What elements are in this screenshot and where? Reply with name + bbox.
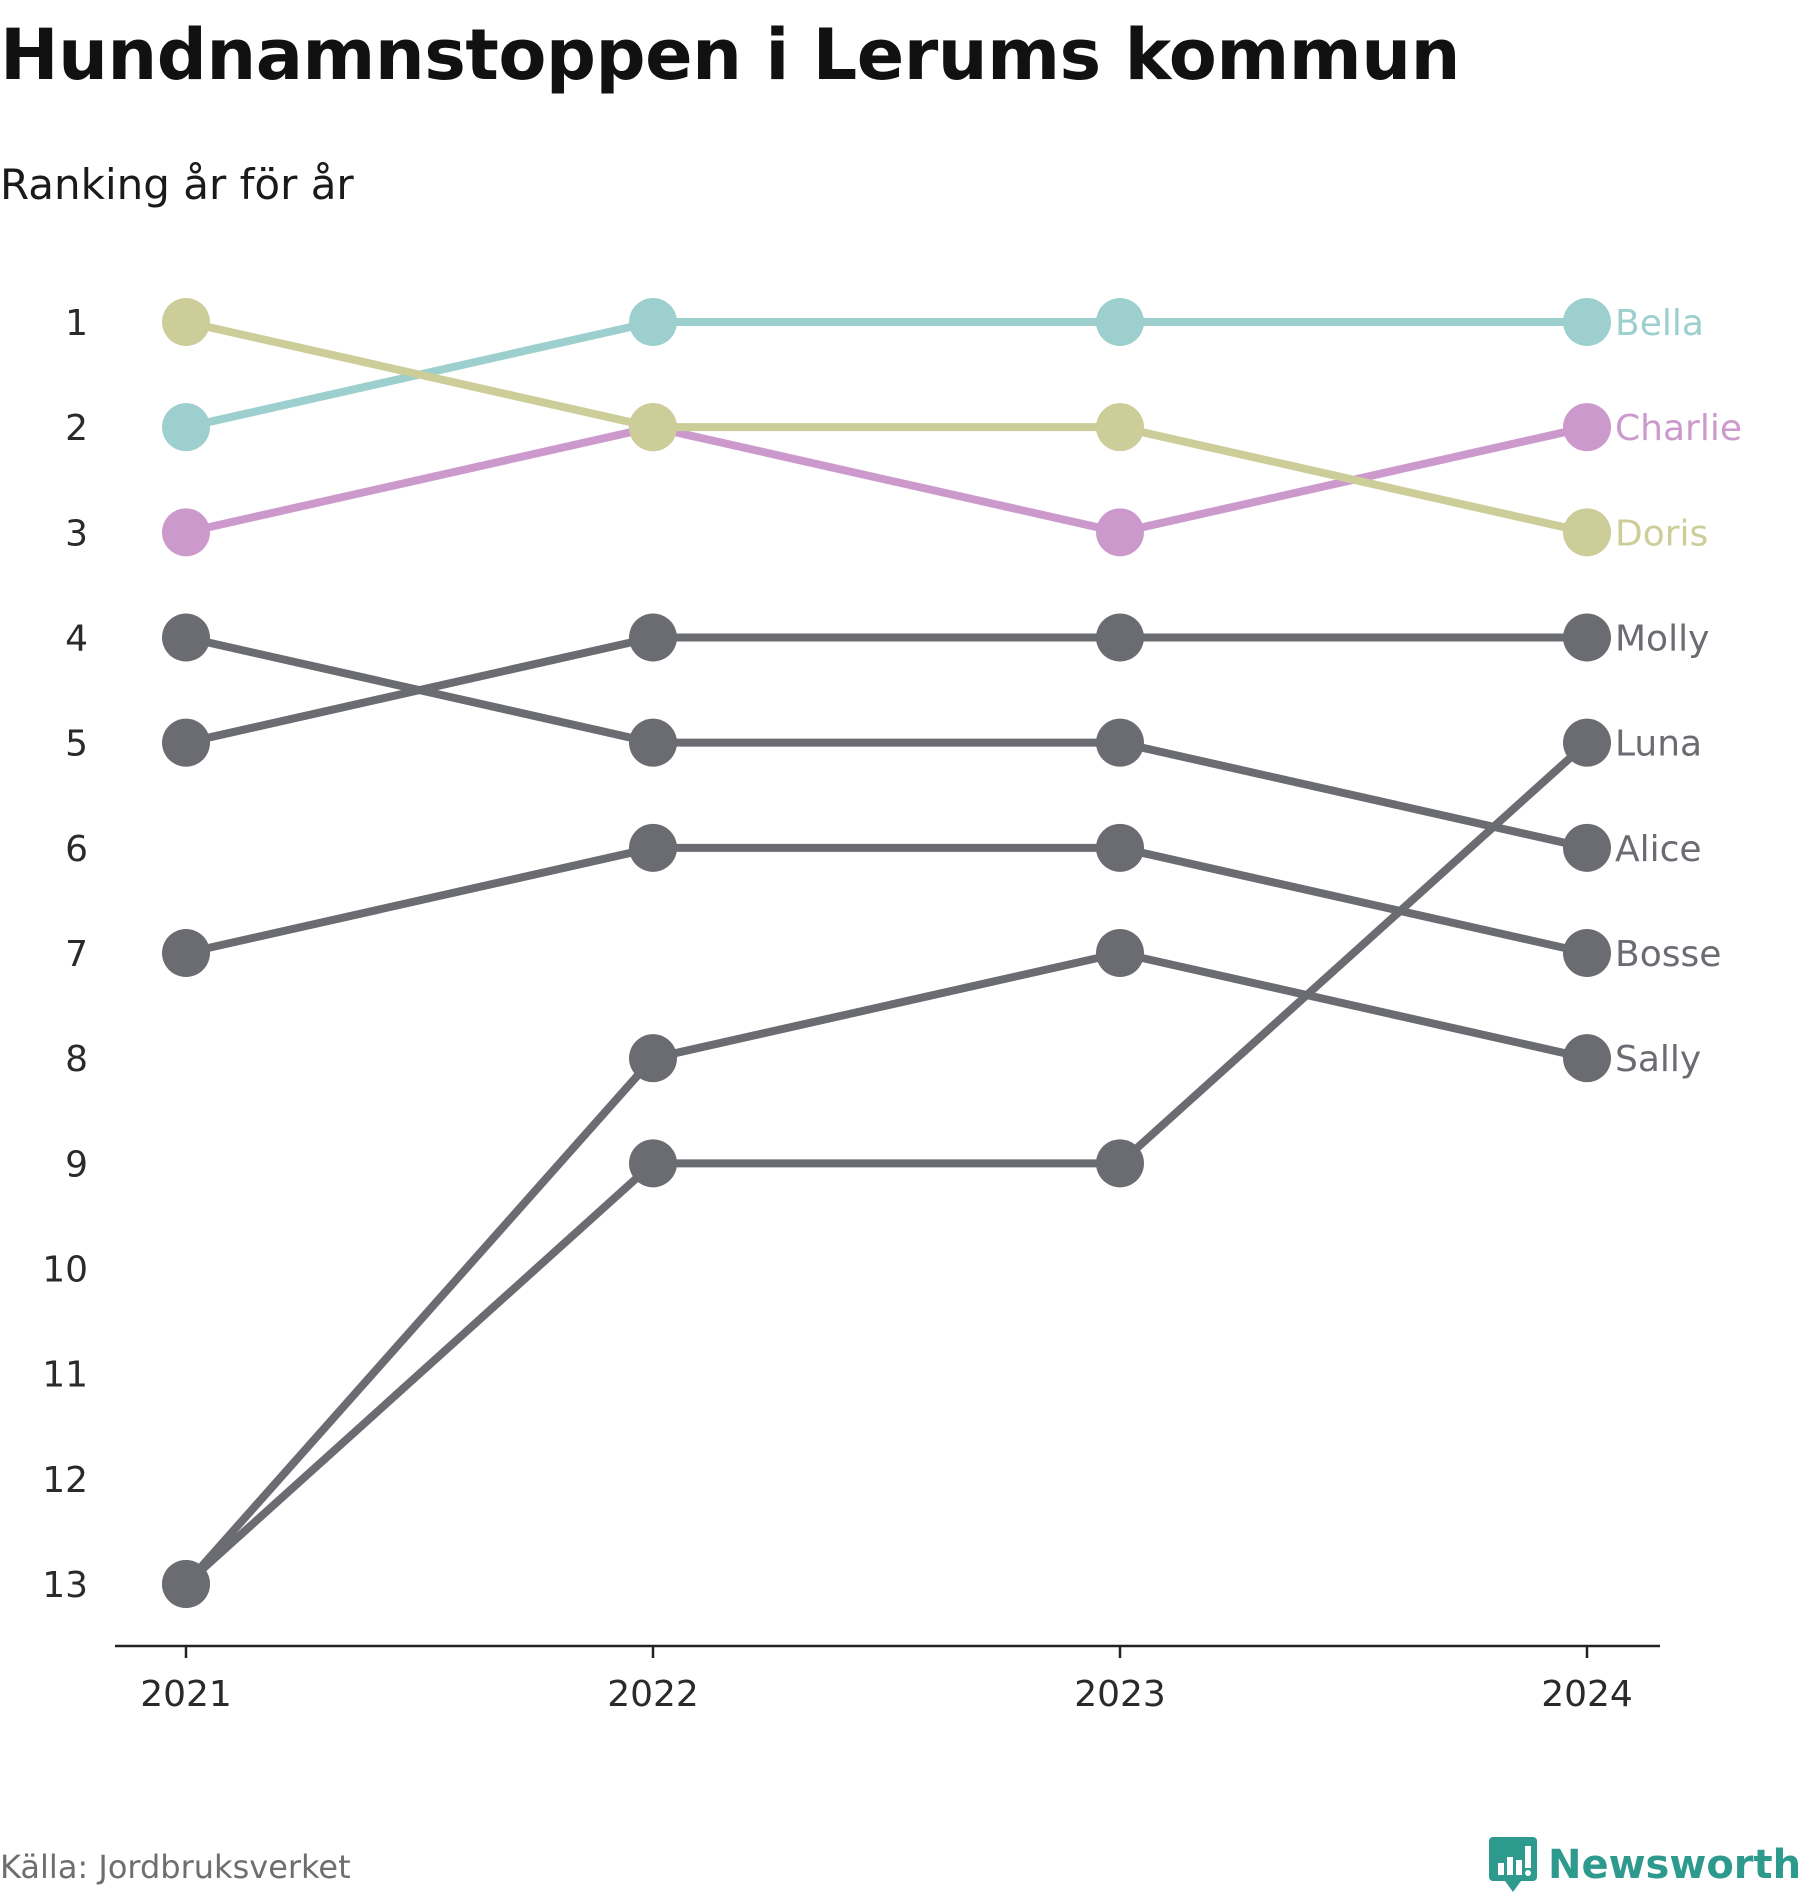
y-tick-label: 11 — [42, 1355, 88, 1396]
y-tick-label: 8 — [65, 1039, 88, 1080]
series-line-bella — [182, 318, 1591, 432]
series-label-sally: Sally — [1615, 1039, 1701, 1080]
series-point-sally — [1563, 1034, 1611, 1083]
series-line-luna — [182, 738, 1591, 1588]
chart-title: Hundnamnstoppen i Lerums kommun — [0, 14, 1460, 96]
y-tick-label: 3 — [65, 513, 88, 554]
series-label-bella: Bella — [1615, 303, 1704, 344]
series-points — [162, 298, 1611, 1608]
series-point-doris — [1096, 403, 1144, 452]
series-point-molly — [162, 718, 210, 767]
y-tick-label: 13 — [42, 1565, 88, 1606]
series-point-charlie — [1096, 508, 1144, 557]
y-tick-label: 1 — [65, 303, 88, 344]
series-point-bosse — [1096, 823, 1144, 872]
series-point-charlie — [1563, 403, 1611, 452]
y-tick-label: 10 — [42, 1250, 88, 1291]
x-tick-label: 2023 — [1074, 1674, 1166, 1715]
series-point-bosse — [629, 823, 677, 872]
series-point-bella — [629, 298, 677, 346]
x-tick-label: 2024 — [1541, 1674, 1633, 1715]
series-point-alice — [162, 613, 210, 662]
series-point-alice — [1563, 823, 1611, 872]
series-line-bosse — [182, 843, 1591, 957]
series-labels: Molly Luna Alice Bosse Sally Bella Charlie Dori… — [1615, 303, 1742, 1080]
series-point-doris — [1563, 508, 1611, 557]
series-point-molly — [1096, 613, 1144, 662]
brand-logo[interactable]: Newsworthy — [1488, 1836, 1800, 1894]
series-label-molly: Molly — [1615, 619, 1709, 660]
series-label-doris: Doris — [1615, 513, 1708, 554]
series-label-alice: Alice — [1615, 829, 1702, 870]
series-point-bosse — [1563, 929, 1611, 977]
series-line-alice — [182, 633, 1591, 852]
series-point-doris — [629, 403, 677, 452]
series-line-sally — [182, 949, 1591, 1588]
y-tick-label: 9 — [65, 1144, 88, 1185]
series-point-doris — [162, 298, 210, 346]
y-tick-label: 6 — [65, 829, 88, 870]
x-tick-label: 2021 — [140, 1674, 232, 1715]
series-point-molly — [629, 613, 677, 662]
series-line-doris — [182, 318, 1591, 537]
source-note: Källa: Jordbruksverket — [0, 1848, 351, 1886]
series-line-molly — [182, 633, 1591, 747]
x-axis: 2021 2022 2023 2024 — [115, 1644, 1660, 1715]
y-tick-label: 4 — [65, 619, 88, 660]
series-point-luna — [1563, 718, 1611, 767]
y-tick-label: 12 — [42, 1460, 88, 1501]
series-point-alice — [629, 718, 677, 767]
series-point-alice — [1096, 718, 1144, 767]
chart-subtitle: Ranking år för år — [0, 160, 354, 209]
series-point-charlie — [162, 508, 210, 557]
series-point-sally — [162, 1560, 210, 1608]
series-point-sally — [629, 1034, 677, 1083]
series-point-bosse — [162, 929, 210, 977]
series-line-charlie — [182, 423, 1591, 537]
x-tick-label: 2022 — [607, 1674, 699, 1715]
series-label-luna: Luna — [1615, 724, 1702, 765]
series-point-luna — [629, 1139, 677, 1188]
series-point-bella — [1563, 298, 1611, 346]
brand-name: Newsworthy — [1548, 1842, 1800, 1888]
series-label-charlie: Charlie — [1615, 408, 1742, 449]
series-lines — [182, 318, 1591, 1588]
series-label-bosse: Bosse — [1615, 934, 1721, 975]
y-tick-label: 2 — [65, 408, 88, 449]
series-point-molly — [1563, 613, 1611, 662]
series-point-bella — [162, 403, 210, 452]
y-tick-label: 5 — [65, 724, 88, 765]
series-point-luna — [1096, 1139, 1144, 1188]
series-point-sally — [1096, 929, 1144, 977]
y-tick-label: 7 — [65, 934, 88, 975]
newsworthy-logo-icon — [1489, 1837, 1537, 1892]
series-point-bella — [1096, 298, 1144, 346]
